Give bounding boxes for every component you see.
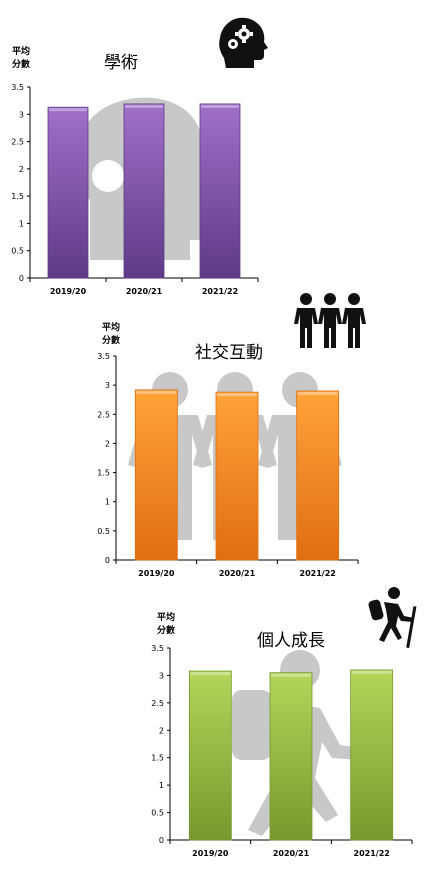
chart-panel-academic: 平均 分數 學術 0 0.5 1 1.5 2 2.5 3 3.5 2019/20 2020/21 2… <box>0 0 427 300</box>
y-tick-label: 3.5 <box>97 352 110 361</box>
y-tick-label: 1.5 <box>97 469 110 478</box>
y-axis-label: 平均 分數 <box>101 323 120 346</box>
x-tick-label: 2020/21 <box>273 849 310 858</box>
y-tick-label: 2 <box>105 439 110 448</box>
y-tick-label: 1 <box>105 498 110 507</box>
y-tick-label: 1 <box>19 219 24 228</box>
head-gears-icon <box>219 17 268 68</box>
x-tick-label: 2020/21 <box>219 569 256 578</box>
y-tick-label: 3.5 <box>151 644 164 653</box>
chart-panel-social: 平均 分數 社交互動 0 0.5 1 1.5 2 2.5 3 3.5 2019/20 2020/2… <box>97 293 366 578</box>
bar-2020/21 <box>269 672 313 841</box>
social-bar-chart: 0 0.5 1 1.5 2 2.5 3 3.5 2019/20 2020/21 2021/22 <box>97 352 359 578</box>
bar-2019/20 <box>188 670 232 841</box>
y-tick-label: 3 <box>105 381 110 390</box>
y-tick-label: 2 <box>19 165 24 174</box>
y-tick-label: 0 <box>159 836 164 845</box>
y-tick-label: 1.5 <box>151 754 164 763</box>
y-tick-label: 1 <box>159 781 164 790</box>
x-tick-label: 2019/20 <box>138 569 175 578</box>
backpack-silhouette <box>232 690 272 760</box>
y-axis-label: 平均 分數 <box>156 613 175 636</box>
bar-highlight <box>190 672 231 676</box>
y-tick-label: 2.5 <box>11 138 24 147</box>
chart-title: 社交互動 <box>195 343 263 363</box>
x-tick-label: 2021/22 <box>202 287 238 296</box>
bar-2020/21 <box>123 103 165 279</box>
y-tick-label: 2.5 <box>151 699 164 708</box>
x-tick-label: 2019/20 <box>50 287 87 296</box>
y-tick-label: 3 <box>19 110 24 119</box>
chart-title: 學術 <box>104 53 138 73</box>
gear-silhouette <box>92 160 124 192</box>
y-tick-label: 1.5 <box>11 192 24 201</box>
x-tick-label: 2019/20 <box>192 849 229 858</box>
bar-2020/21 <box>215 391 259 561</box>
bar-2019/20 <box>134 389 178 561</box>
x-tick-label: 2021/22 <box>354 849 390 858</box>
bar-2021/22 <box>199 103 241 279</box>
bar-highlight <box>49 108 87 112</box>
x-tick-label: 2021/22 <box>300 569 336 578</box>
y-tick-label: 0.5 <box>151 809 164 818</box>
y-tick-label: 0 <box>19 274 24 283</box>
chart-title: 個人成長 <box>257 631 325 651</box>
x-tick-label: 2020/21 <box>126 287 163 296</box>
bar-highlight <box>201 104 239 108</box>
y-tick-label: 3.5 <box>11 83 24 92</box>
bar-highlight <box>351 670 392 674</box>
bar-highlight <box>136 390 177 394</box>
bar-2019/20 <box>47 106 89 279</box>
academic-bar-chart: 0 0.5 1 1.5 2 2.5 3 3.5 2019/20 2020/21 2021/22 <box>11 83 259 296</box>
y-axis-label: 平均 分數 <box>11 47 30 70</box>
y-tick-label: 0.5 <box>11 247 24 256</box>
bar-highlight <box>217 393 257 397</box>
hiker-icon <box>368 587 417 648</box>
group-people-icon <box>294 293 366 348</box>
y-tick-label: 0.5 <box>97 527 110 536</box>
bar-2021/22 <box>350 669 394 841</box>
bar-2021/22 <box>296 390 340 561</box>
bar-highlight <box>271 673 311 677</box>
y-tick-label: 0 <box>105 556 110 565</box>
bar-highlight <box>125 104 163 108</box>
y-tick-label: 2.5 <box>97 410 110 419</box>
y-tick-label: 2 <box>159 726 164 735</box>
bar-highlight <box>297 391 338 395</box>
y-tick-label: 3 <box>159 671 164 680</box>
